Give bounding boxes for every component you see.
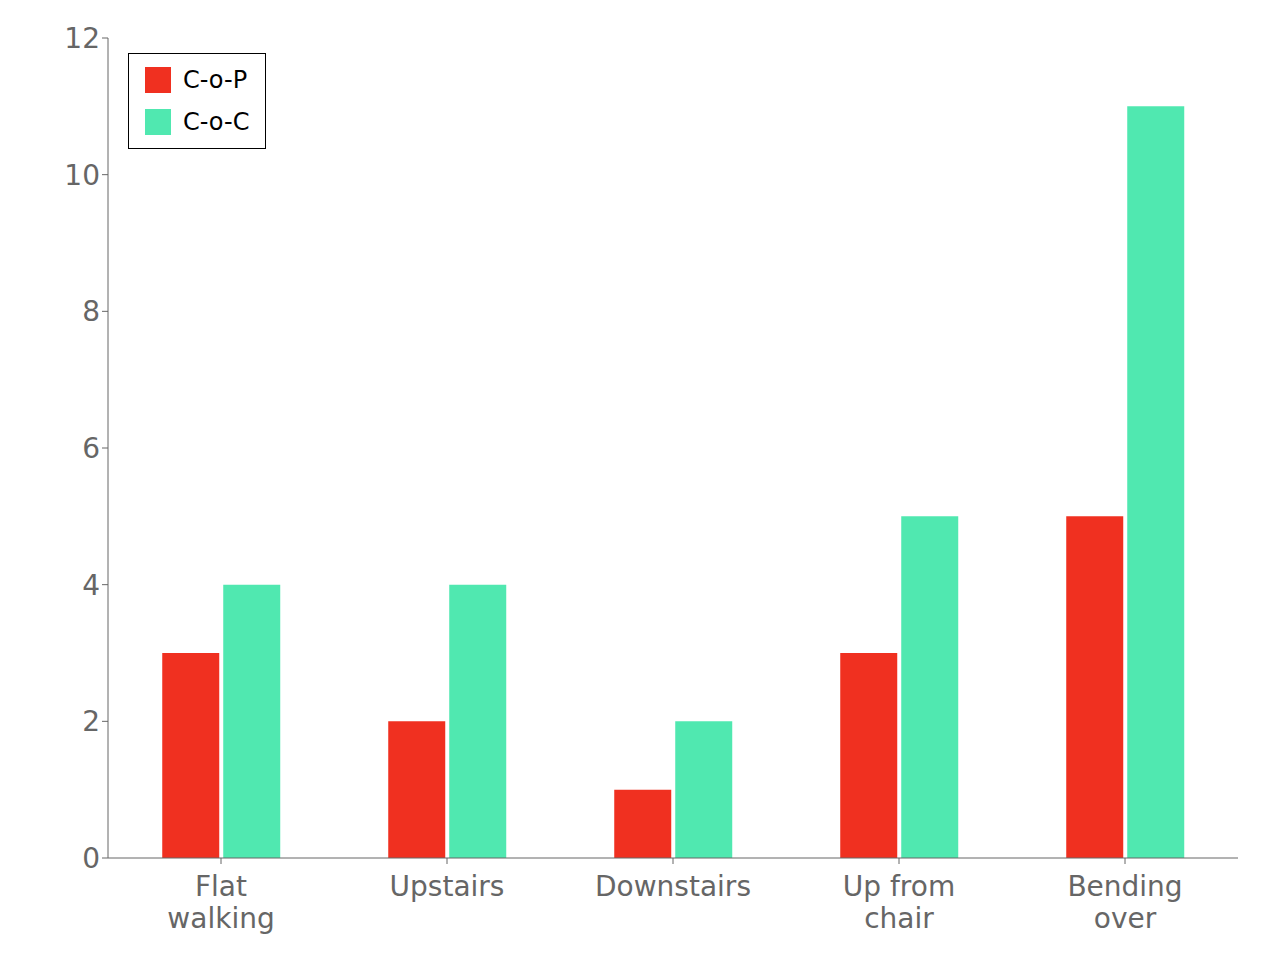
svg-text:Flatwalking: Flatwalking bbox=[167, 870, 274, 935]
svg-text:4: 4 bbox=[82, 569, 100, 602]
html-text:C-o-C: C-o-C bbox=[183, 108, 250, 136]
svg-text:6: 6 bbox=[82, 432, 100, 465]
svg-text:2: 2 bbox=[82, 705, 100, 738]
html-text:C-o-P: C-o-P bbox=[183, 66, 248, 94]
svg-text:0: 0 bbox=[82, 842, 100, 875]
svg-text:Up fromchair: Up fromchair bbox=[843, 870, 955, 935]
svg-text:Downstairs: Downstairs bbox=[595, 870, 751, 903]
svg-text:Upstairs: Upstairs bbox=[390, 870, 505, 903]
svg-text:12: 12 bbox=[64, 22, 100, 55]
svg-text:8: 8 bbox=[82, 295, 100, 328]
svg-text:Bendingover: Bendingover bbox=[1067, 870, 1182, 935]
svg-text:10: 10 bbox=[64, 159, 100, 192]
